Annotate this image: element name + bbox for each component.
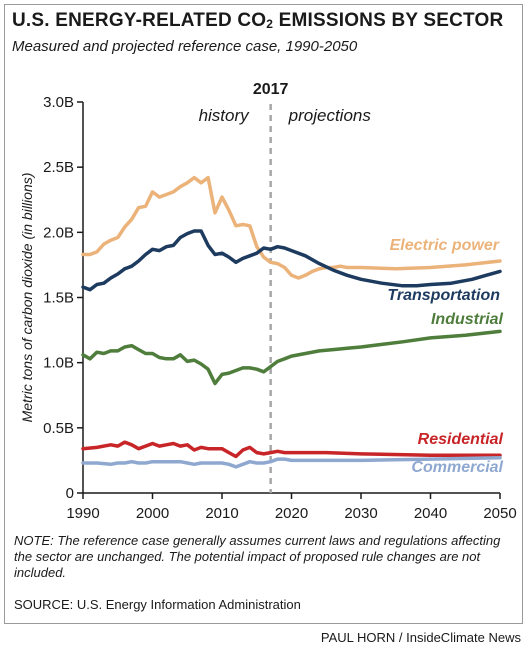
series-label-residential: Residential <box>418 431 504 448</box>
series-line-transportation <box>81 229 502 292</box>
y-tick-label: 1.0B <box>43 355 74 372</box>
series-label-industrial: Industrial <box>431 311 504 328</box>
series-label-commercial: Commercial <box>411 459 503 476</box>
chart-title: U.S. ENERGY-RELATED CO2 EMISSIONS BY SEC… <box>12 10 504 31</box>
history-label: history <box>199 106 251 125</box>
source-line: SOURCE: U.S. Energy Information Administ… <box>14 597 301 612</box>
y-tick-label: 0 <box>66 485 74 502</box>
x-tick-label: 1990 <box>66 505 99 522</box>
series-line-residential <box>81 440 502 459</box>
x-tick-label: 2050 <box>483 505 516 522</box>
series-line-industrial <box>81 329 502 386</box>
chart-subtitle: Measured and projected reference case, 1… <box>12 38 358 55</box>
y-tick-label: 2.5B <box>43 159 74 176</box>
x-tick-label: 2000 <box>136 505 169 522</box>
series-label-electric-power: Electric power <box>390 237 500 254</box>
divider-year-label: 2017 <box>253 81 289 98</box>
y-tick-label: 2.0B <box>43 224 74 241</box>
y-tick-label: 3.0B <box>43 94 74 111</box>
series-label-transportation: Transportation <box>387 287 500 304</box>
series-line-commercial <box>81 456 502 469</box>
projections-label: projections <box>288 106 372 125</box>
x-tick-label: 2030 <box>344 505 377 522</box>
y-tick-label: 1.5B <box>43 290 74 307</box>
credit-line: PAUL HORN / InsideClimate News <box>320 630 521 645</box>
x-tick-label: 2010 <box>205 505 238 522</box>
chart-frame <box>4 4 523 624</box>
footnote: NOTE: The reference case generally assum… <box>14 533 501 580</box>
x-tick-label: 2040 <box>414 505 447 522</box>
y-axis-title: Metric tons of carbon dioxide (in billio… <box>19 173 35 423</box>
series-line-electric-power <box>81 175 502 280</box>
x-tick-label: 2020 <box>275 505 308 522</box>
y-tick-label: 0.5B <box>43 420 74 437</box>
